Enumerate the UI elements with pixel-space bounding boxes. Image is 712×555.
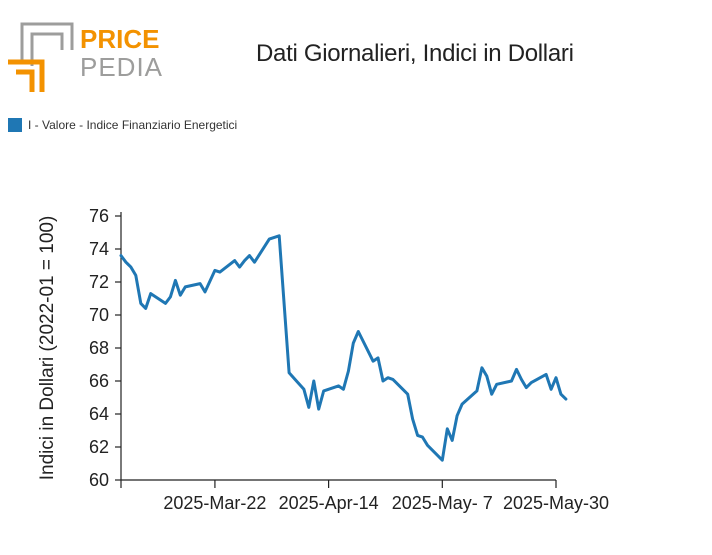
- y-tick-label: 74: [89, 239, 109, 259]
- series-layer: [119, 234, 568, 462]
- y-tick-label: 66: [89, 371, 109, 391]
- x-axis: 2025-Mar-22 2025-Apr-14 2025-May- 7 2025-Ma…: [120, 479, 609, 513]
- logo-orange-bracket-inner: [16, 69, 35, 92]
- logo-word-pedia: PEDIA: [80, 52, 163, 82]
- y-tick-label: 76: [89, 206, 109, 226]
- logo-gray-frame: [20, 22, 74, 62]
- y-tick-label: 70: [89, 305, 109, 325]
- logo-orange-bracket: [8, 59, 45, 92]
- legend: I - Valore - Indice Finanziario Energeti…: [8, 118, 237, 132]
- y-tick-label: 68: [89, 338, 109, 358]
- y-axis-title: Indici in Dollari (2022-01 = 100): [37, 216, 58, 481]
- x-tick-label: 2025-Mar-22: [163, 493, 266, 513]
- x-tick-label: 2025-Apr-14: [279, 493, 379, 513]
- logo-gray-inner: [30, 32, 64, 66]
- y-tick-label: 62: [89, 437, 109, 457]
- y-tick-label: 60: [89, 470, 109, 490]
- series-line-0: [119, 234, 568, 462]
- x-tick-label: 2025-May-30: [503, 493, 609, 513]
- chart-title: Dati Giornalieri, Indici in Dollari: [256, 40, 574, 67]
- legend-label: I - Valore - Indice Finanziario Energeti…: [28, 118, 238, 132]
- y-tick-label: 72: [89, 272, 109, 292]
- pricepedia-logo: PRICE PEDIA: [8, 22, 168, 92]
- logo-mark: PRICE PEDIA: [8, 22, 163, 92]
- legend-swatch: [8, 118, 22, 132]
- y-axis: 60 62 64 66 68 70 72 74 76: [89, 206, 122, 490]
- x-tick-label: 2025-May- 7: [392, 493, 493, 513]
- logo-word-price: PRICE: [80, 24, 159, 54]
- y-tick-label: 64: [89, 404, 109, 424]
